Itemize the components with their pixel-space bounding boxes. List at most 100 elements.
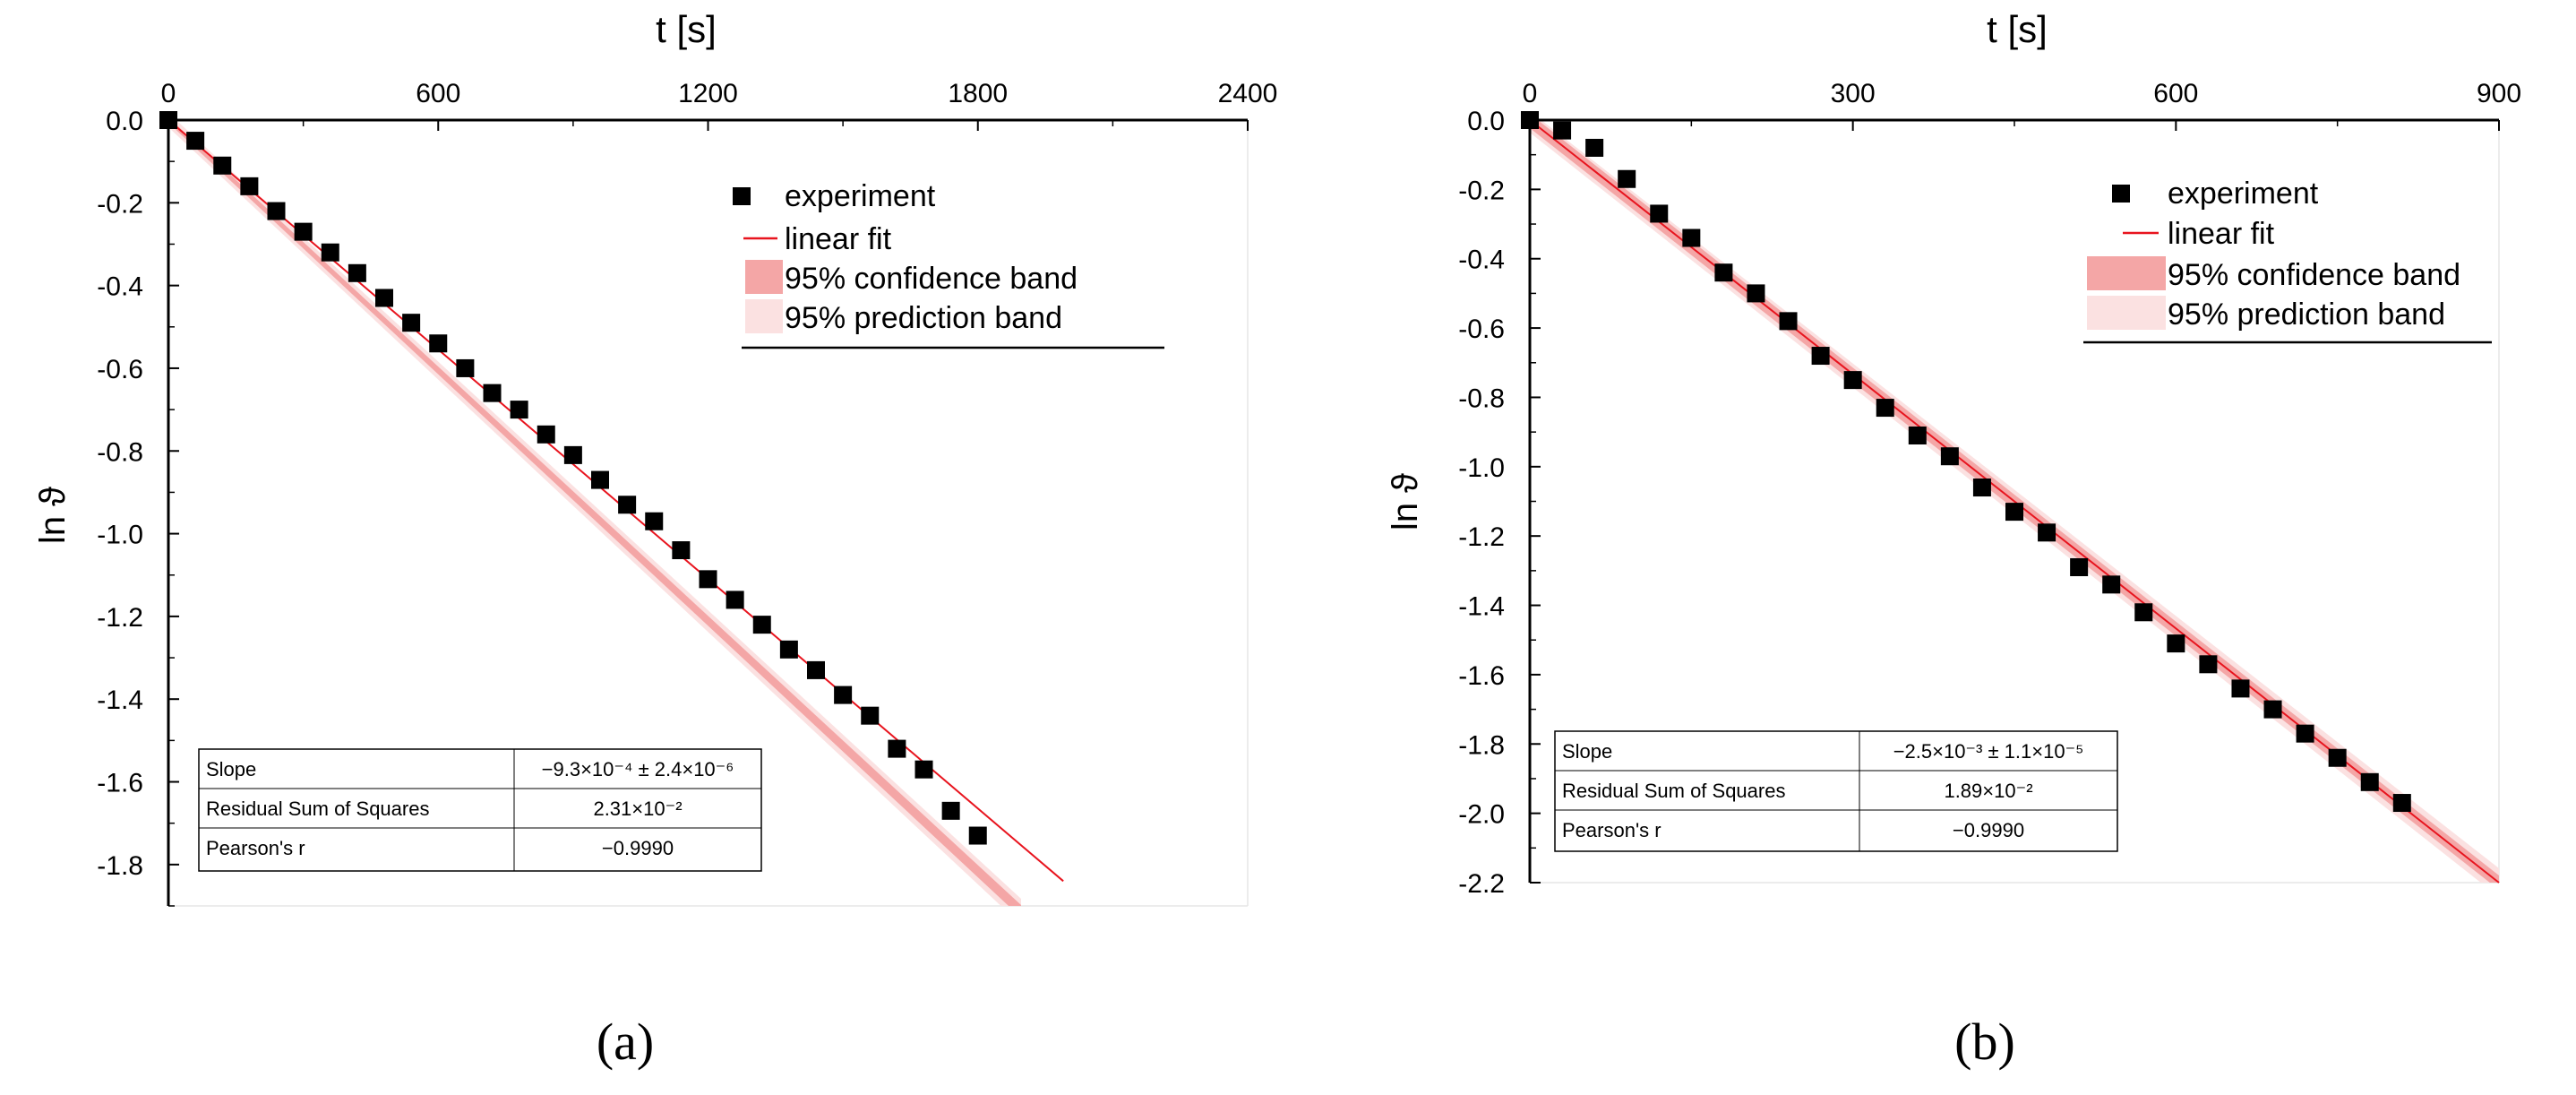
- x-tick-label: 900: [2477, 79, 2521, 108]
- y-tick-label: -0.2: [1458, 176, 1505, 205]
- y-tick-label: -1.0: [1458, 453, 1505, 483]
- legend-label-prediction: 95% prediction band: [785, 301, 1062, 335]
- y-tick-label: -1.0: [97, 521, 143, 550]
- data-point: [861, 706, 880, 725]
- stats-value-pearson: −0.9990: [1953, 819, 2024, 841]
- data-point: [348, 263, 366, 282]
- chart-panel-b: 0 300 600 900 0.0 -0.2 -0.4 -0.6 -0.8 -1.0 -1.2 -1…: [1386, 8, 2521, 1071]
- data-point: [2328, 748, 2347, 767]
- data-point: [456, 358, 475, 377]
- data-point: [1779, 312, 1798, 331]
- stats-table: Slope −9.3×10⁻⁴ ± 2.4×10⁻⁶ Residual Sum …: [198, 748, 762, 872]
- x-axis-label: t [s]: [656, 8, 717, 50]
- data-point: [1618, 169, 1636, 188]
- data-point: [968, 826, 987, 845]
- y-tick-label: -2.2: [1458, 869, 1505, 899]
- data-point: [563, 445, 582, 464]
- data-point: [672, 541, 691, 560]
- data-point: [699, 570, 717, 589]
- data-point: [645, 512, 664, 530]
- data-point: [321, 243, 339, 262]
- x-tick-label: 1800: [948, 79, 1008, 108]
- data-point: [537, 425, 555, 444]
- y-tick-label: 0.0: [1467, 107, 1505, 136]
- x-tick-label: 0: [1523, 79, 1538, 108]
- y-axis-label: ln ϑ: [1386, 473, 1425, 530]
- y-axis-label: ln ϑ: [33, 487, 73, 544]
- stats-value-slope: −2.5×10⁻³ ± 1.1×10⁻⁵: [1893, 740, 2084, 763]
- data-point: [213, 156, 232, 175]
- data-point: [834, 685, 853, 704]
- data-point: [779, 640, 798, 659]
- legend-square-marker: [2112, 185, 2130, 203]
- x-axis-ticks: 0 600 1200 1800 2400: [161, 79, 1278, 131]
- data-point: [294, 222, 313, 241]
- stats-label-rss: Residual Sum of Squares: [206, 798, 429, 820]
- y-tick-label: -0.4: [1458, 246, 1505, 275]
- y-tick-label: -1.2: [97, 603, 143, 633]
- data-point: [1876, 399, 1894, 418]
- y-tick-label: -0.6: [97, 355, 143, 384]
- y-tick-label: -0.2: [97, 189, 143, 219]
- data-point: [591, 470, 609, 489]
- y-tick-label: -0.8: [1458, 384, 1505, 413]
- data-point: [375, 289, 393, 307]
- stats-label-rss: Residual Sum of Squares: [1562, 780, 1785, 802]
- legend-label-experiment: experiment: [785, 179, 936, 213]
- legend-label-fit: linear fit: [785, 222, 892, 256]
- panel-label-a: (a): [597, 1013, 654, 1071]
- data-point: [618, 496, 637, 514]
- data-point: [1553, 121, 1572, 140]
- data-point: [2296, 724, 2314, 743]
- confidence-band-area: [168, 120, 1021, 906]
- data-point: [1747, 284, 1765, 303]
- y-tick-label: -1.8: [1458, 730, 1505, 760]
- x-tick-label: 1200: [678, 79, 738, 108]
- confidence-band: [168, 120, 1021, 906]
- legend-label-confidence: 95% confidence band: [785, 262, 1078, 296]
- data-point: [1714, 263, 1733, 282]
- y-tick-label: 0.0: [106, 107, 143, 136]
- data-point: [1682, 228, 1701, 247]
- x-tick-label: 0: [161, 79, 176, 108]
- legend-confidence-swatch: [745, 260, 783, 294]
- stats-value-rss: 2.31×10⁻²: [593, 798, 682, 820]
- stats-label-pearson: Pearson's r: [1562, 819, 1662, 841]
- data-point: [510, 401, 528, 419]
- data-point: [2392, 794, 2411, 813]
- data-point: [2102, 575, 2121, 594]
- y-tick-label: -1.8: [97, 851, 143, 881]
- legend-square-marker: [733, 187, 751, 205]
- data-point: [1585, 138, 1604, 157]
- data-point: [2199, 655, 2218, 674]
- data-point: [914, 760, 933, 779]
- legend-label-fit: linear fit: [2168, 217, 2275, 251]
- data-point: [1908, 427, 1927, 445]
- legend-prediction-swatch: [2087, 296, 2166, 330]
- data-point: [2360, 772, 2379, 791]
- stats-table-frame: [1554, 730, 2118, 852]
- x-axis-label: t [s]: [1987, 8, 2048, 50]
- data-point: [1972, 479, 1991, 497]
- y-axis-ticks: 0.0 -0.2 -0.4 -0.6 -0.8 -1.0 -1.2 -1.4 -1.6 -1.8 -…: [1458, 107, 1541, 899]
- x-tick-label: 2400: [1218, 79, 1278, 108]
- y-tick-label: -0.6: [1458, 315, 1505, 344]
- data-point: [186, 132, 205, 151]
- linear-fit-line: [167, 119, 1064, 883]
- data-point: [1843, 371, 1862, 390]
- y-tick-label: -1.4: [97, 685, 143, 715]
- stats-table-frame: [198, 748, 762, 872]
- x-tick-label: 600: [2153, 79, 2198, 108]
- data-point: [1650, 204, 1669, 223]
- data-point: [726, 591, 744, 609]
- data-point: [807, 660, 825, 679]
- y-tick-label: -1.6: [97, 769, 143, 798]
- data-point: [429, 334, 448, 353]
- data-point: [483, 384, 502, 402]
- legend-label-confidence: 95% confidence band: [2168, 258, 2460, 292]
- data-point: [888, 739, 906, 758]
- y-tick-label: -1.2: [1458, 522, 1505, 552]
- chart-panel-a: 0 600 1200 1800 2400 0.0 -0.2 -0.4 -0.6 -0.8 -1.0…: [33, 8, 1277, 1071]
- y-tick-label: -1.6: [1458, 661, 1505, 691]
